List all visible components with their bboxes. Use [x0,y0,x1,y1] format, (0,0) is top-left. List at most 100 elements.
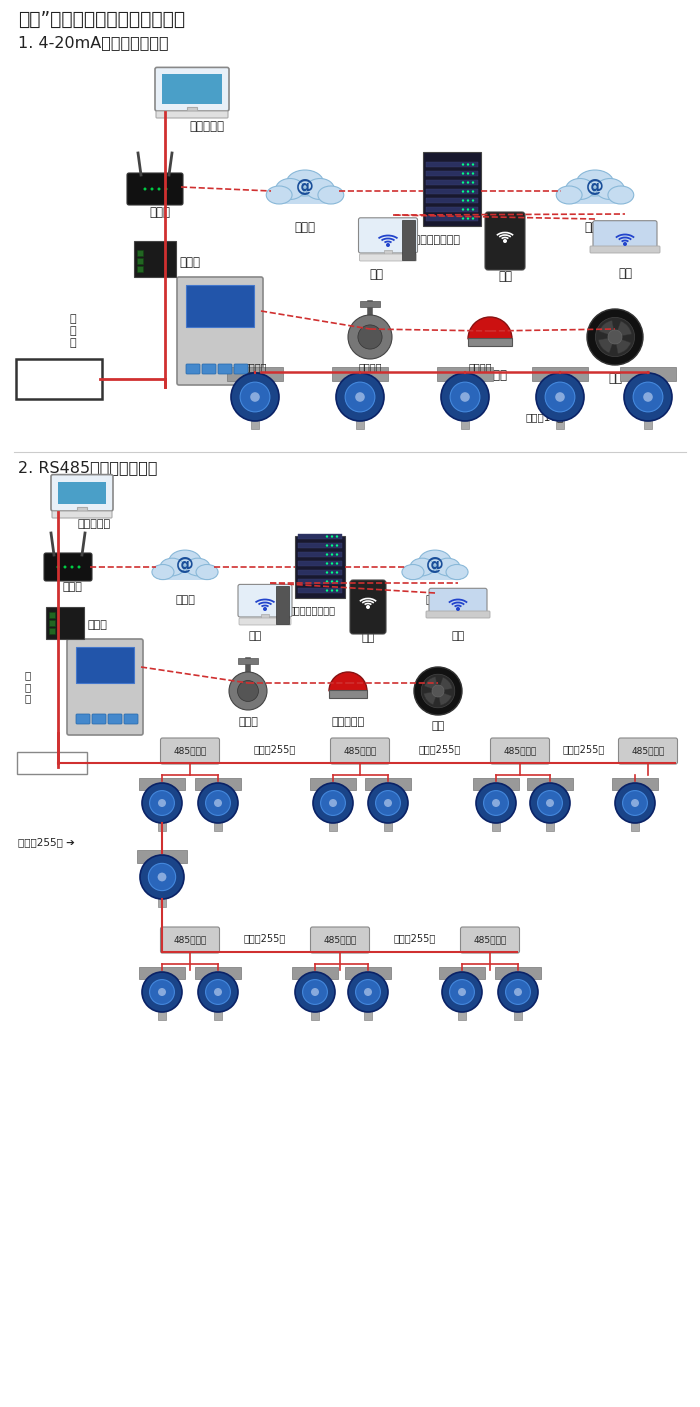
Text: 485中继器: 485中继器 [631,747,664,756]
Circle shape [633,383,663,412]
Ellipse shape [446,564,468,580]
FancyBboxPatch shape [139,778,185,789]
FancyBboxPatch shape [298,588,342,592]
FancyBboxPatch shape [76,713,90,725]
FancyBboxPatch shape [274,189,335,204]
Text: ⊖: ⊖ [25,369,35,381]
FancyBboxPatch shape [158,822,166,832]
FancyBboxPatch shape [92,713,106,725]
Circle shape [503,239,507,243]
FancyBboxPatch shape [423,152,481,227]
Circle shape [472,163,474,166]
Circle shape [441,373,489,421]
Circle shape [472,200,474,201]
Circle shape [326,590,328,592]
Circle shape [472,182,474,184]
Circle shape [231,373,279,421]
Text: AC 220V: AC 220V [35,386,83,395]
FancyBboxPatch shape [310,778,356,789]
Wedge shape [615,321,631,338]
FancyBboxPatch shape [426,198,478,203]
Text: @: @ [586,179,604,196]
Circle shape [158,187,160,190]
Text: 485中继器: 485中继器 [344,747,377,756]
FancyBboxPatch shape [631,822,639,832]
Circle shape [302,979,328,1005]
Circle shape [311,988,319,996]
Text: 1. 4-20mA信号连接系统图: 1. 4-20mA信号连接系统图 [18,35,169,51]
FancyBboxPatch shape [426,207,478,212]
FancyBboxPatch shape [139,967,185,979]
Circle shape [326,545,328,547]
FancyBboxPatch shape [384,250,392,255]
FancyBboxPatch shape [238,658,258,664]
FancyBboxPatch shape [461,927,519,953]
Circle shape [237,681,258,702]
FancyBboxPatch shape [426,172,478,176]
Circle shape [498,972,538,1012]
FancyBboxPatch shape [159,567,211,580]
Circle shape [348,315,392,359]
Circle shape [467,208,469,211]
FancyBboxPatch shape [426,611,490,618]
FancyBboxPatch shape [17,751,87,774]
Circle shape [326,580,328,582]
Circle shape [336,590,338,592]
FancyBboxPatch shape [214,1010,222,1020]
Text: 可连接255台 ➔: 可连接255台 ➔ [18,837,75,847]
Circle shape [555,393,565,402]
Text: 互联网: 互联网 [175,595,195,605]
Text: 互联网: 互联网 [584,221,606,234]
Wedge shape [438,677,452,691]
Text: 485中继器: 485中继器 [503,747,537,756]
FancyBboxPatch shape [49,620,55,626]
Ellipse shape [186,559,210,575]
Circle shape [476,784,516,823]
FancyBboxPatch shape [276,587,289,623]
Ellipse shape [566,179,594,200]
Circle shape [546,799,554,808]
FancyBboxPatch shape [438,367,493,381]
FancyBboxPatch shape [298,570,342,575]
Wedge shape [599,321,615,338]
FancyBboxPatch shape [186,364,200,374]
Ellipse shape [152,564,174,580]
Circle shape [331,571,333,574]
Text: 路由器: 路由器 [150,205,171,219]
Circle shape [250,393,260,402]
FancyBboxPatch shape [620,367,676,381]
Ellipse shape [169,550,201,571]
Text: 大众”系列不带显示固定式检测仪: 大众”系列不带显示固定式检测仪 [18,10,185,30]
Ellipse shape [419,550,451,571]
FancyBboxPatch shape [345,967,391,979]
FancyBboxPatch shape [439,967,485,979]
Circle shape [514,988,522,996]
Circle shape [386,243,390,248]
Circle shape [366,605,370,609]
Text: ⊕: ⊕ [55,369,65,381]
Text: 电磁阀: 电磁阀 [238,718,258,727]
FancyBboxPatch shape [44,553,92,581]
Text: 互联网: 互联网 [425,595,445,605]
Text: 手机: 手机 [361,633,374,643]
Text: 单机版电脑: 单机版电脑 [190,120,225,134]
Circle shape [198,972,238,1012]
Text: 通
讯
线: 通 讯 线 [25,670,31,704]
Circle shape [336,545,338,547]
Text: 路由器: 路由器 [62,582,82,592]
Text: 风机: 风机 [431,720,444,732]
Circle shape [368,784,408,823]
FancyBboxPatch shape [186,286,254,326]
Text: 转换器: 转换器 [179,256,200,270]
Circle shape [71,566,74,568]
Text: 终端: 终端 [618,267,632,280]
Ellipse shape [266,186,292,204]
FancyBboxPatch shape [137,266,143,272]
Ellipse shape [556,186,582,204]
FancyBboxPatch shape [564,189,626,204]
FancyBboxPatch shape [492,822,500,832]
FancyBboxPatch shape [156,111,228,118]
Circle shape [336,580,338,582]
FancyBboxPatch shape [218,364,232,374]
Circle shape [331,545,333,547]
